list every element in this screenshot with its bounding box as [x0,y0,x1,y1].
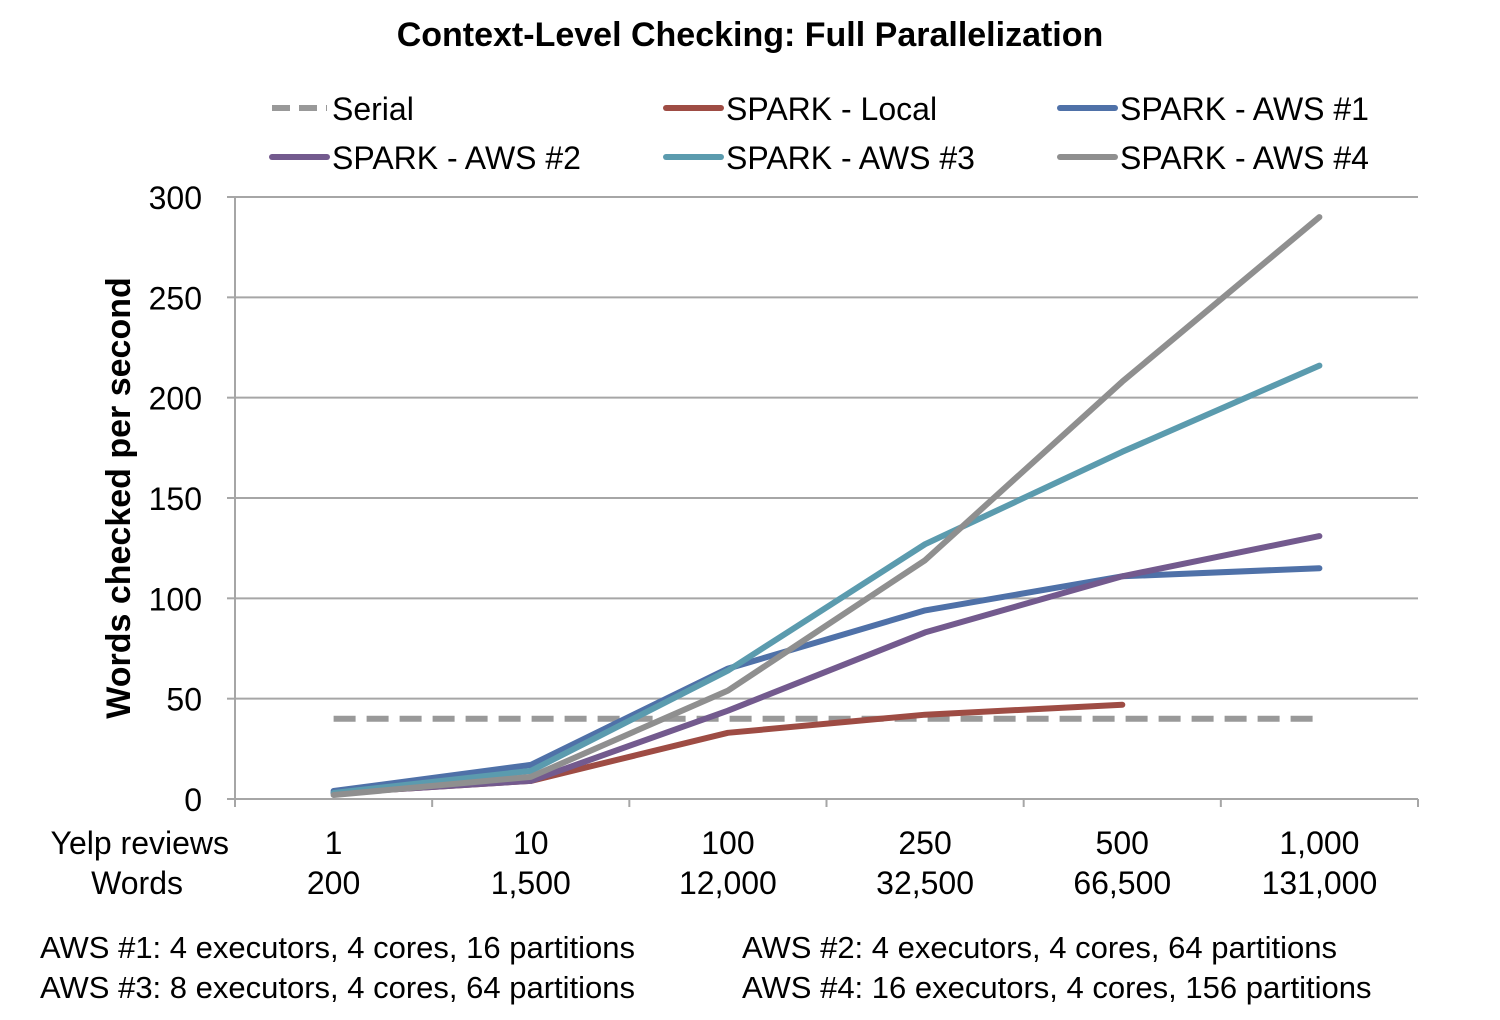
y-tick-labels: 0 50 100 150 200 250 300 [149,180,202,818]
x-tick-label-words: 66,500 [1073,865,1171,901]
legend-label: Serial [332,91,414,127]
chart-title: Context-Level Checking: Full Paralleliza… [397,16,1104,54]
series-lines [330,214,1323,798]
legend-label: SPARK - Local [726,91,937,127]
y-axis-label: Words checked per second [100,277,138,719]
note-aws-4: AWS #4: 16 executors, 4 cores, 156 parti… [742,970,1372,1005]
x-row-label-reviews: Yelp reviews [51,825,229,861]
legend-label: SPARK - AWS #3 [726,140,975,176]
x-tick-labels: Yelp reviews Words 1 10 100 250 500 1,000 200 1,5… [51,825,1378,901]
note-aws-2: AWS #2: 4 executors, 4 cores, 64 partiti… [742,930,1338,965]
x-tick-label-words: 200 [307,865,360,901]
note-aws-3: AWS #3: 8 executors, 4 cores, 64 partiti… [40,970,636,1005]
axes [234,197,1419,807]
note-aws-1: AWS #1: 4 executors, 4 cores, 16 partiti… [40,930,636,965]
y-tick-label: 50 [166,682,202,718]
x-tick-label-reviews: 250 [898,825,951,861]
y-tick-label: 200 [149,381,202,417]
y-tick-label: 150 [149,481,202,517]
x-tick-label-words: 131,000 [1262,865,1378,901]
legend-label: SPARK - AWS #4 [1120,140,1369,176]
series-line-6 [330,214,1323,798]
legend-label: SPARK - AWS #1 [1120,91,1369,127]
series-line-5 [330,362,1323,796]
x-row-label-words: Words [91,865,183,901]
legend-label: SPARK - AWS #2 [332,140,581,176]
x-tick-label-reviews: 1 [325,825,343,861]
x-tick-label-words: 32,500 [876,865,974,901]
x-tick-label-reviews: 100 [701,825,754,861]
x-tick-label-reviews: 10 [513,825,549,861]
y-tick-label: 100 [149,581,202,617]
x-tick-label-words: 1,500 [491,865,571,901]
legend: Serial SPARK - Local SPARK - AWS #1 SPARK -… [269,91,1369,176]
line-chart: Context-Level Checking: Full Paralleliza… [51,16,1419,901]
y-tick-label: 250 [149,280,202,316]
x-tick-label-reviews: 500 [1096,825,1149,861]
y-tick-label: 300 [149,180,202,216]
x-tick-label-reviews: 1,000 [1279,825,1359,861]
series-line-3 [330,565,1323,794]
x-tick-label-words: 12,000 [679,865,777,901]
y-tick-label: 0 [184,782,202,818]
